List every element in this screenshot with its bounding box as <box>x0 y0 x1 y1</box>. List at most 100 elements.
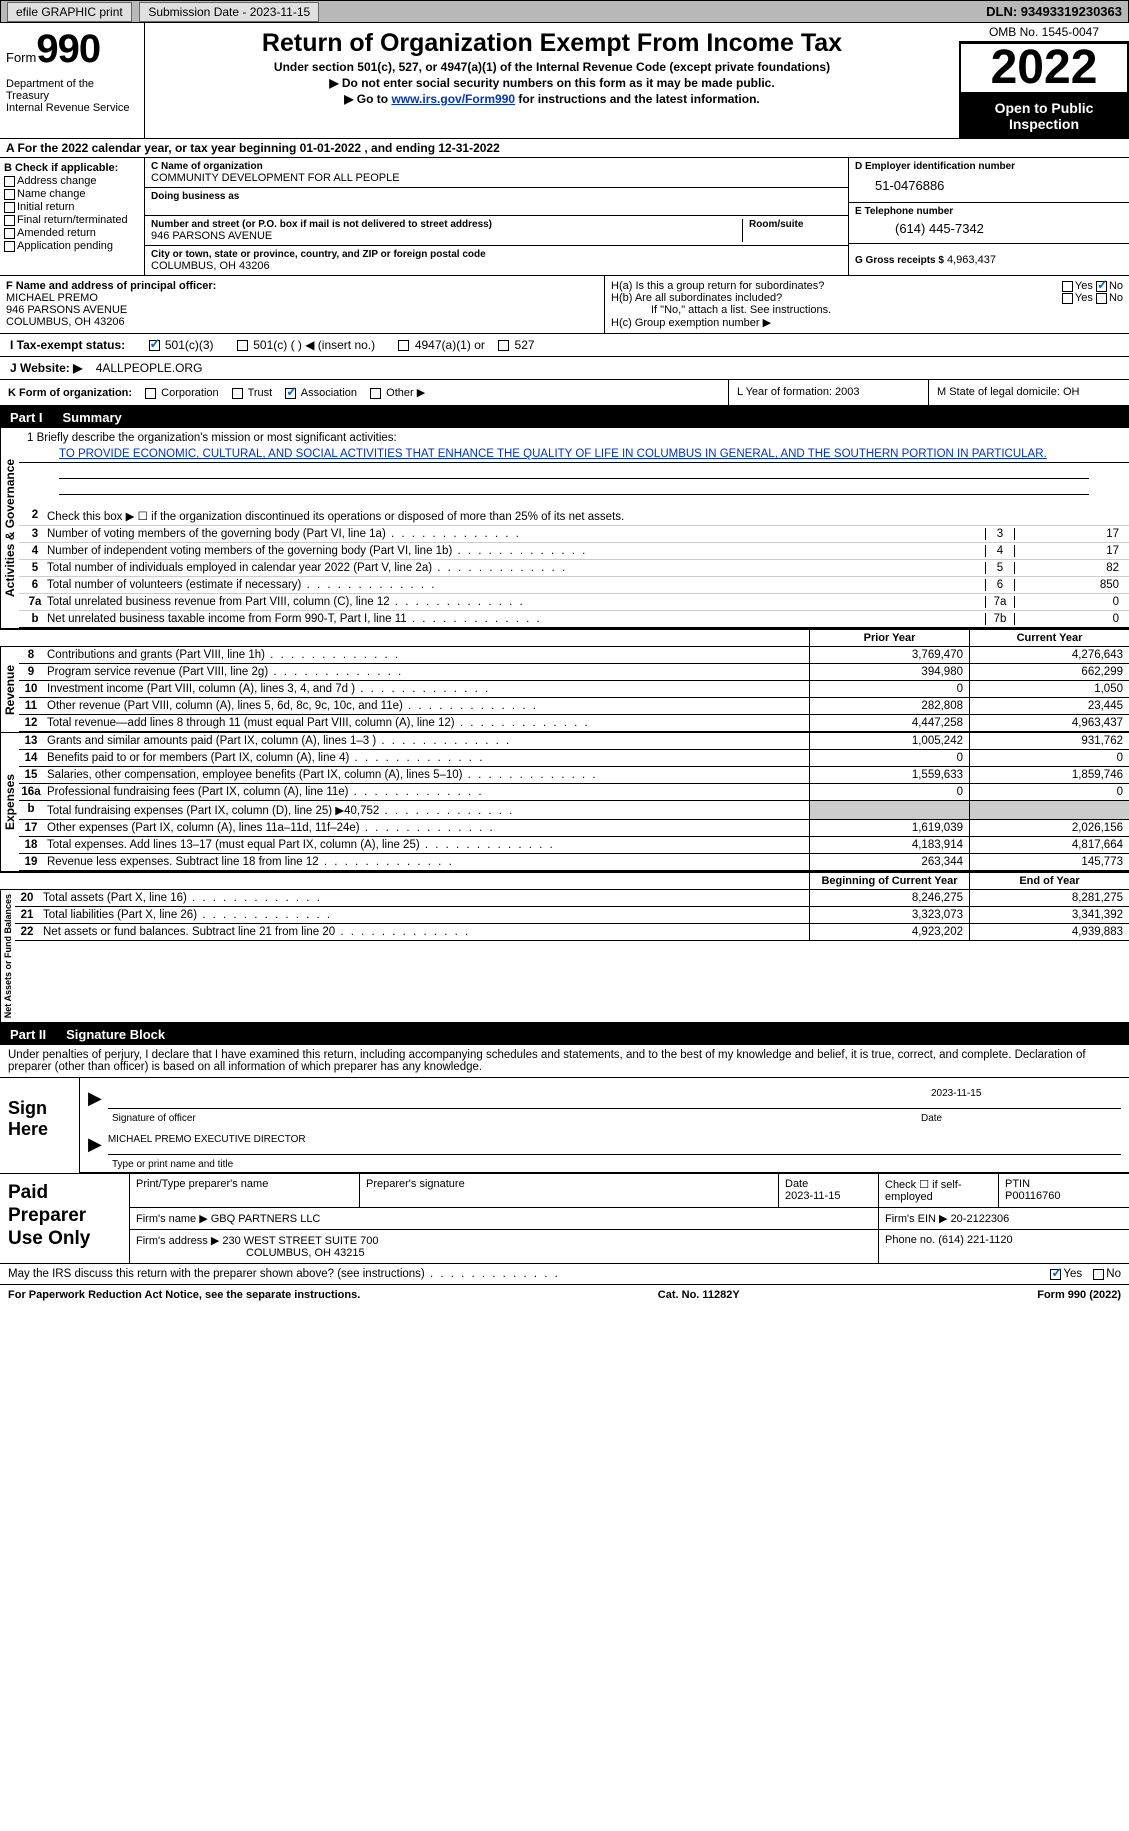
prep-print-label: Print/Type preparer's name <box>130 1174 360 1207</box>
arrow-icon: ▶ <box>88 1088 102 1109</box>
ha-yes[interactable] <box>1062 281 1073 292</box>
year-formation: L Year of formation: 2003 <box>729 380 929 405</box>
city-state-zip: COLUMBUS, OH 43206 <box>151 260 842 272</box>
form-title: Return of Organization Exempt From Incom… <box>151 29 953 58</box>
vlabel-revenue: Revenue <box>0 647 19 732</box>
chk-corp[interactable] <box>145 388 156 399</box>
subtitle-1: Under section 501(c), 527, or 4947(a)(1)… <box>151 60 953 74</box>
chk-other[interactable] <box>370 388 381 399</box>
penalties-text: Under penalties of perjury, I declare th… <box>0 1045 1129 1077</box>
submission-date: Submission Date - 2023-11-15 <box>139 2 319 22</box>
top-bar: efile GRAPHIC print Submission Date - 20… <box>0 0 1129 23</box>
line1-label: 1 Briefly describe the organization's mi… <box>27 432 1121 444</box>
line6-val: 850 <box>1015 579 1125 591</box>
room-label: Room/suite <box>749 219 842 230</box>
line5-desc: Total number of individuals employed in … <box>47 562 985 574</box>
city-label: City or town, state or province, country… <box>151 249 842 260</box>
table-row: 21Total liabilities (Part X, line 26)3,3… <box>15 907 1129 924</box>
firm-addr2: COLUMBUS, OH 43215 <box>246 1247 365 1259</box>
vlabel-governance: Activities & Governance <box>0 428 19 628</box>
chk-final-return[interactable] <box>4 215 15 226</box>
table-row: 18Total expenses. Add lines 13–17 (must … <box>19 837 1129 854</box>
sign-here-block: Sign Here ▶ 2023-11-15 Signature of offi… <box>0 1077 1129 1173</box>
officer-name: MICHAEL PREMO <box>6 292 598 304</box>
state-domicile: M State of legal domicile: OH <box>929 380 1129 405</box>
ha-label: H(a) Is this a group return for subordin… <box>611 280 824 292</box>
form-number: 990 <box>36 27 100 71</box>
sign-here-label: Sign Here <box>0 1078 80 1173</box>
k-row: K Form of organization: Corporation Trus… <box>0 380 1129 407</box>
chk-app-pending[interactable] <box>4 241 15 252</box>
chk-address-change[interactable] <box>4 176 15 187</box>
tax-status-row: I Tax-exempt status: 501(c)(3) 501(c) ( … <box>0 334 1129 357</box>
g-label: G Gross receipts $ <box>855 255 944 266</box>
dln: DLN: 93493319230363 <box>986 4 1122 19</box>
discuss-yes[interactable] <box>1050 1269 1061 1280</box>
table-row: 14Benefits paid to or for members (Part … <box>19 750 1129 767</box>
chk-501c[interactable] <box>237 340 248 351</box>
line4-desc: Number of independent voting members of … <box>47 545 985 557</box>
b-label: B Check if applicable: <box>4 162 140 174</box>
table-row: 20Total assets (Part X, line 16)8,246,27… <box>15 890 1129 907</box>
hb-no[interactable] <box>1096 293 1107 304</box>
line7b-desc: Net unrelated business taxable income fr… <box>47 613 985 625</box>
ha-no[interactable] <box>1096 281 1107 292</box>
mission-text: TO PROVIDE ECONOMIC, CULTURAL, AND SOCIA… <box>19 448 1129 463</box>
table-row: bTotal fundraising expenses (Part IX, co… <box>19 801 1129 820</box>
table-row: 13Grants and similar amounts paid (Part … <box>19 733 1129 750</box>
part2-header: Part II Signature Block <box>0 1024 1129 1045</box>
dept-treasury: Department of the Treasury <box>6 78 139 102</box>
footer: For Paperwork Reduction Act Notice, see … <box>0 1284 1129 1305</box>
hb-label: H(b) Are all subordinates included? <box>611 292 782 304</box>
ein: 51-0476886 <box>855 172 1123 199</box>
chk-trust[interactable] <box>232 388 243 399</box>
tax-year: 2022 <box>959 42 1129 94</box>
table-row: 12Total revenue—add lines 8 through 11 (… <box>19 715 1129 732</box>
line7a-val: 0 <box>1015 596 1125 608</box>
officer-addr1: 946 PARSONS AVENUE <box>6 304 598 316</box>
discuss-no[interactable] <box>1093 1269 1104 1280</box>
omb-number: OMB No. 1545-0047 <box>959 23 1129 42</box>
section-b: B Check if applicable: Address change Na… <box>0 158 1129 276</box>
chk-527[interactable] <box>498 340 509 351</box>
officer-addr2: COLUMBUS, OH 43206 <box>6 316 598 328</box>
prep-date: 2023-11-15 <box>785 1190 840 1202</box>
type-name-label: Type or print name and title <box>112 1159 233 1170</box>
netassets-section: Net Assets or Fund Balances 20Total asse… <box>0 890 1129 1024</box>
ptin: P00116760 <box>1005 1190 1060 1202</box>
chk-amended[interactable] <box>4 228 15 239</box>
dba-label: Doing business as <box>151 191 842 202</box>
irs-link[interactable]: www.irs.gov/Form990 <box>391 92 515 106</box>
revenue-headers: Prior Year Current Year <box>0 629 1129 647</box>
sign-date: 2023-11-15 <box>921 1088 1121 1109</box>
firm-name: GBQ PARTNERS LLC <box>211 1213 321 1225</box>
paid-prep-label: Paid Preparer Use Only <box>0 1174 130 1263</box>
firm-addr1: 230 WEST STREET SUITE 700 <box>222 1235 378 1247</box>
hb-yes[interactable] <box>1062 293 1073 304</box>
firm-ein: 20-2122306 <box>951 1213 1010 1225</box>
firm-phone: (614) 221-1120 <box>938 1234 1012 1246</box>
line7a-desc: Total unrelated business revenue from Pa… <box>47 596 985 608</box>
expenses-section: Expenses 13Grants and similar amounts pa… <box>0 733 1129 872</box>
website-url: 4ALLPEOPLE.ORG <box>96 361 203 375</box>
line5-val: 82 <box>1015 562 1125 574</box>
prep-check-label: Check ☐ if self-employed <box>879 1174 999 1207</box>
efile-button[interactable]: efile GRAPHIC print <box>7 2 132 22</box>
prep-sig-label: Preparer's signature <box>360 1174 779 1207</box>
table-row: 17Other expenses (Part IX, column (A), l… <box>19 820 1129 837</box>
chk-assoc[interactable] <box>285 388 296 399</box>
chk-initial-return[interactable] <box>4 202 15 213</box>
addr-label: Number and street (or P.O. box if mail i… <box>151 219 742 230</box>
c-label: C Name of organization <box>151 161 842 172</box>
hb-note: If "No," attach a list. See instructions… <box>611 304 1123 316</box>
paid-preparer-block: Paid Preparer Use Only Print/Type prepar… <box>0 1173 1129 1263</box>
table-row: 16aProfessional fundraising fees (Part I… <box>19 784 1129 801</box>
chk-4947[interactable] <box>398 340 409 351</box>
irs-discuss-row: May the IRS discuss this return with the… <box>0 1263 1129 1284</box>
irs-label: Internal Revenue Service <box>6 102 139 114</box>
chk-501c3[interactable] <box>149 340 160 351</box>
arrow-icon: ▶ <box>88 1134 102 1155</box>
chk-name-change[interactable] <box>4 189 15 200</box>
form-label: Form <box>6 50 36 65</box>
line2: Check this box ▶ ☐ if the organization d… <box>47 509 1125 523</box>
